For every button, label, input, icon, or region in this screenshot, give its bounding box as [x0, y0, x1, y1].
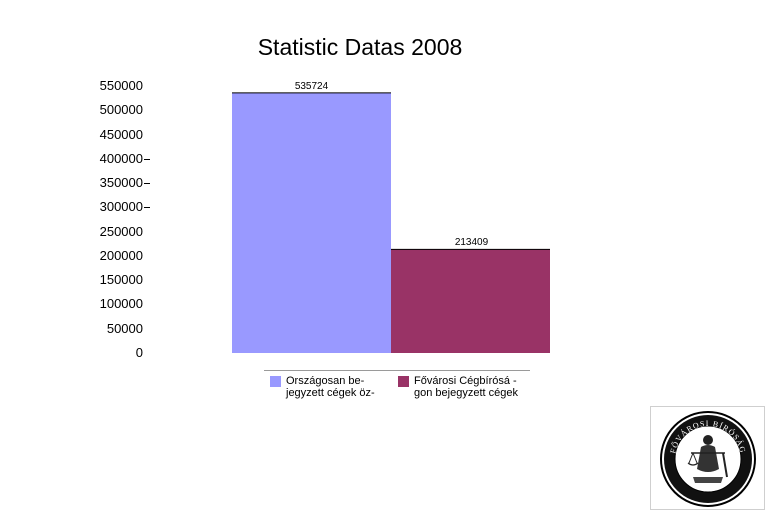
y-tick-label: 100000 [99, 296, 143, 312]
y-tick-label: 450000 [99, 126, 143, 142]
chart-title: Statistic Datas 2008 [257, 34, 463, 60]
data-label-2: 213409 [454, 237, 489, 249]
y-tick-label: 0 [135, 345, 143, 360]
legend-swatch-2 [398, 376, 409, 387]
bar-2 [391, 249, 550, 353]
seal-emblem-icon: FŐVÁROSI BÍRÓSÁG BUDAPEST [660, 411, 756, 507]
bar-1 [232, 92, 391, 353]
data-label-1: 535724 [294, 80, 329, 92]
legend-label-2: Fővárosi Cégbírósá - gon bejegyzett cégek [414, 375, 518, 399]
y-tick-label: 300000 [100, 200, 150, 214]
y-tick-label: 350000 [100, 176, 150, 190]
y-tick-label: 150000 [99, 272, 143, 288]
court-seal-logo: FŐVÁROSI BÍRÓSÁG BUDAPEST [650, 406, 765, 510]
y-tick-label: 50000 [106, 320, 143, 336]
legend: Országosan be-jegyzett cégek öz- Főváros… [264, 370, 530, 403]
legend-label-1: Országosan be-jegyzett cégek öz- [286, 375, 375, 399]
y-tick-label: 400000 [100, 151, 150, 166]
y-tick-label: 200000 [99, 247, 143, 263]
legend-item-2: Fővárosi Cégbírósá - gon bejegyzett cégek [398, 375, 524, 399]
y-tick-label: 550000 [99, 78, 143, 93]
y-tick-label: 250000 [99, 223, 143, 239]
legend-item-1: Országosan be-jegyzett cégek öz- [270, 375, 396, 399]
legend-swatch-1 [270, 376, 281, 387]
y-tick-label: 500000 [99, 102, 143, 118]
